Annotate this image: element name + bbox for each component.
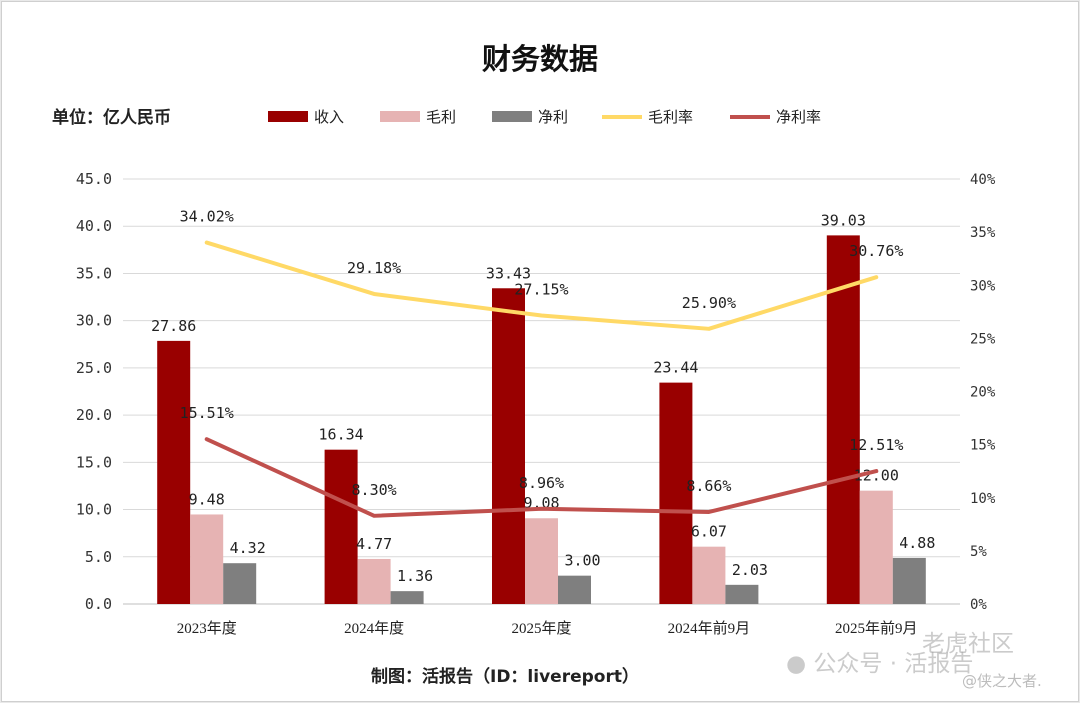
data-label-net-margin: 8.30%	[352, 481, 397, 499]
y-left-tick-label: 0.0	[85, 595, 112, 613]
legend-label-net-margin: 净利率	[776, 108, 822, 126]
data-label-revenue: 23.44	[653, 359, 698, 377]
data-label-gross-margin: 27.15%	[514, 281, 568, 299]
watermark-channel: ● 公众号 · 活报告	[786, 644, 973, 678]
y-left-tick-label: 40.0	[76, 217, 112, 235]
data-label-gross-margin: 34.02%	[180, 208, 234, 226]
y-right-tick-label: 15%	[970, 438, 996, 454]
data-label-revenue: 16.34	[319, 426, 364, 444]
y-left-tick-label: 35.0	[76, 264, 112, 282]
bar-gross-profit	[692, 546, 726, 604]
bar-net-profit	[558, 575, 591, 604]
legend-swatch-gross-profit	[380, 111, 420, 122]
data-label-net-margin: 8.96%	[519, 474, 564, 492]
unit-label: 单位：亿人民币	[52, 108, 171, 128]
y-right-tick-label: 5%	[970, 544, 987, 560]
legend-swatch-net-profit	[492, 111, 532, 122]
bar-revenue	[324, 449, 358, 604]
bar-revenue	[492, 288, 525, 604]
x-category-label: 2025年度	[511, 620, 571, 637]
y-left-tick-label: 20.0	[76, 406, 112, 424]
data-label-gross-margin: 25.90%	[682, 294, 736, 312]
legend-line-net-margin	[730, 114, 770, 119]
data-label-revenue: 27.86	[151, 317, 196, 335]
legend-label-revenue: 收入	[314, 108, 345, 126]
wechat-icon: ●	[786, 651, 814, 677]
legend-swatch-revenue	[268, 111, 308, 122]
watermark-channel-text: 公众号 · 活报告	[813, 651, 974, 677]
legend-item-revenue: 收入	[268, 106, 344, 127]
y-right-tick-label: 30%	[970, 278, 996, 294]
data-label-gross-profit: 9.48	[189, 490, 225, 508]
bar-gross-profit	[190, 514, 224, 604]
x-category-label: 2024年前9月	[668, 620, 751, 637]
x-category-label: 2023年度	[177, 620, 237, 637]
y-right-tick-label: 35%	[970, 225, 996, 241]
data-label-revenue: 33.43	[486, 264, 531, 282]
data-label-net-profit: 2.03	[732, 561, 768, 579]
bar-net-profit	[390, 591, 424, 604]
data-label-net-profit: 1.36	[397, 567, 433, 585]
data-label-net-profit: 4.88	[899, 534, 935, 552]
data-label-net-profit: 4.32	[230, 539, 266, 557]
data-label-gross-profit: 4.77	[356, 535, 392, 553]
legend-label-gross-profit: 毛利	[426, 108, 457, 126]
bar-net-profit	[223, 563, 257, 604]
x-category-label: 2024年度	[344, 620, 404, 637]
data-label-revenue: 39.03	[821, 211, 866, 229]
legend-label-gross-margin: 毛利率	[648, 108, 694, 126]
chart-title: 财务数据	[481, 42, 598, 76]
y-right-tick-label: 0%	[970, 597, 987, 613]
bar-gross-profit	[357, 558, 391, 604]
legend-item-gross-margin: 毛利率	[602, 106, 693, 127]
bar-net-profit	[725, 584, 759, 604]
data-label-gross-profit: 12.00	[854, 467, 899, 485]
bar-revenue	[659, 382, 693, 604]
y-left-tick-label: 45.0	[76, 170, 112, 188]
line-net-margin	[204, 437, 879, 518]
bar-net-profit	[892, 557, 926, 604]
watermark-author: @侠之大者.	[962, 672, 1042, 690]
y-left-tick-label: 10.0	[76, 501, 112, 519]
y-left-tick-label: 30.0	[76, 312, 112, 330]
data-label-net-margin: 8.66%	[686, 477, 731, 495]
y-right-tick-label: 20%	[970, 385, 996, 401]
data-label-net-margin: 12.51%	[849, 436, 903, 454]
credit-text: 制图：活报告（ID：livereport）	[371, 667, 639, 687]
data-label-gross-profit: 6.07	[691, 523, 727, 541]
y-left-tick-label: 5.0	[85, 548, 112, 566]
line-gross-margin	[204, 240, 879, 331]
data-label-gross-margin: 30.76%	[849, 242, 903, 260]
watermark-brand: 老虎社区	[922, 631, 1014, 657]
bar-revenue	[157, 340, 191, 604]
legend-item-gross-profit: 毛利	[380, 106, 456, 127]
legend-item-net-profit: 净利	[492, 106, 568, 127]
y-right-tick-label: 25%	[970, 331, 996, 347]
legend-label-net-profit: 净利	[538, 108, 569, 126]
legend-line-gross-margin	[602, 114, 642, 119]
data-label-net-profit: 3.00	[564, 552, 600, 570]
y-left-tick-label: 15.0	[76, 453, 112, 471]
x-category-label: 2025年前9月	[835, 620, 918, 637]
data-label-gross-margin: 29.18%	[347, 259, 401, 277]
legend-item-net-margin: 净利率	[730, 106, 821, 127]
bar-revenue	[826, 235, 860, 604]
data-label-net-margin: 15.51%	[180, 404, 234, 422]
y-left-tick-label: 25.0	[76, 359, 112, 377]
y-right-tick-label: 40%	[970, 172, 996, 188]
bar-gross-profit	[525, 518, 558, 604]
bar-gross-profit	[859, 490, 893, 604]
y-right-tick-label: 10%	[970, 491, 996, 507]
